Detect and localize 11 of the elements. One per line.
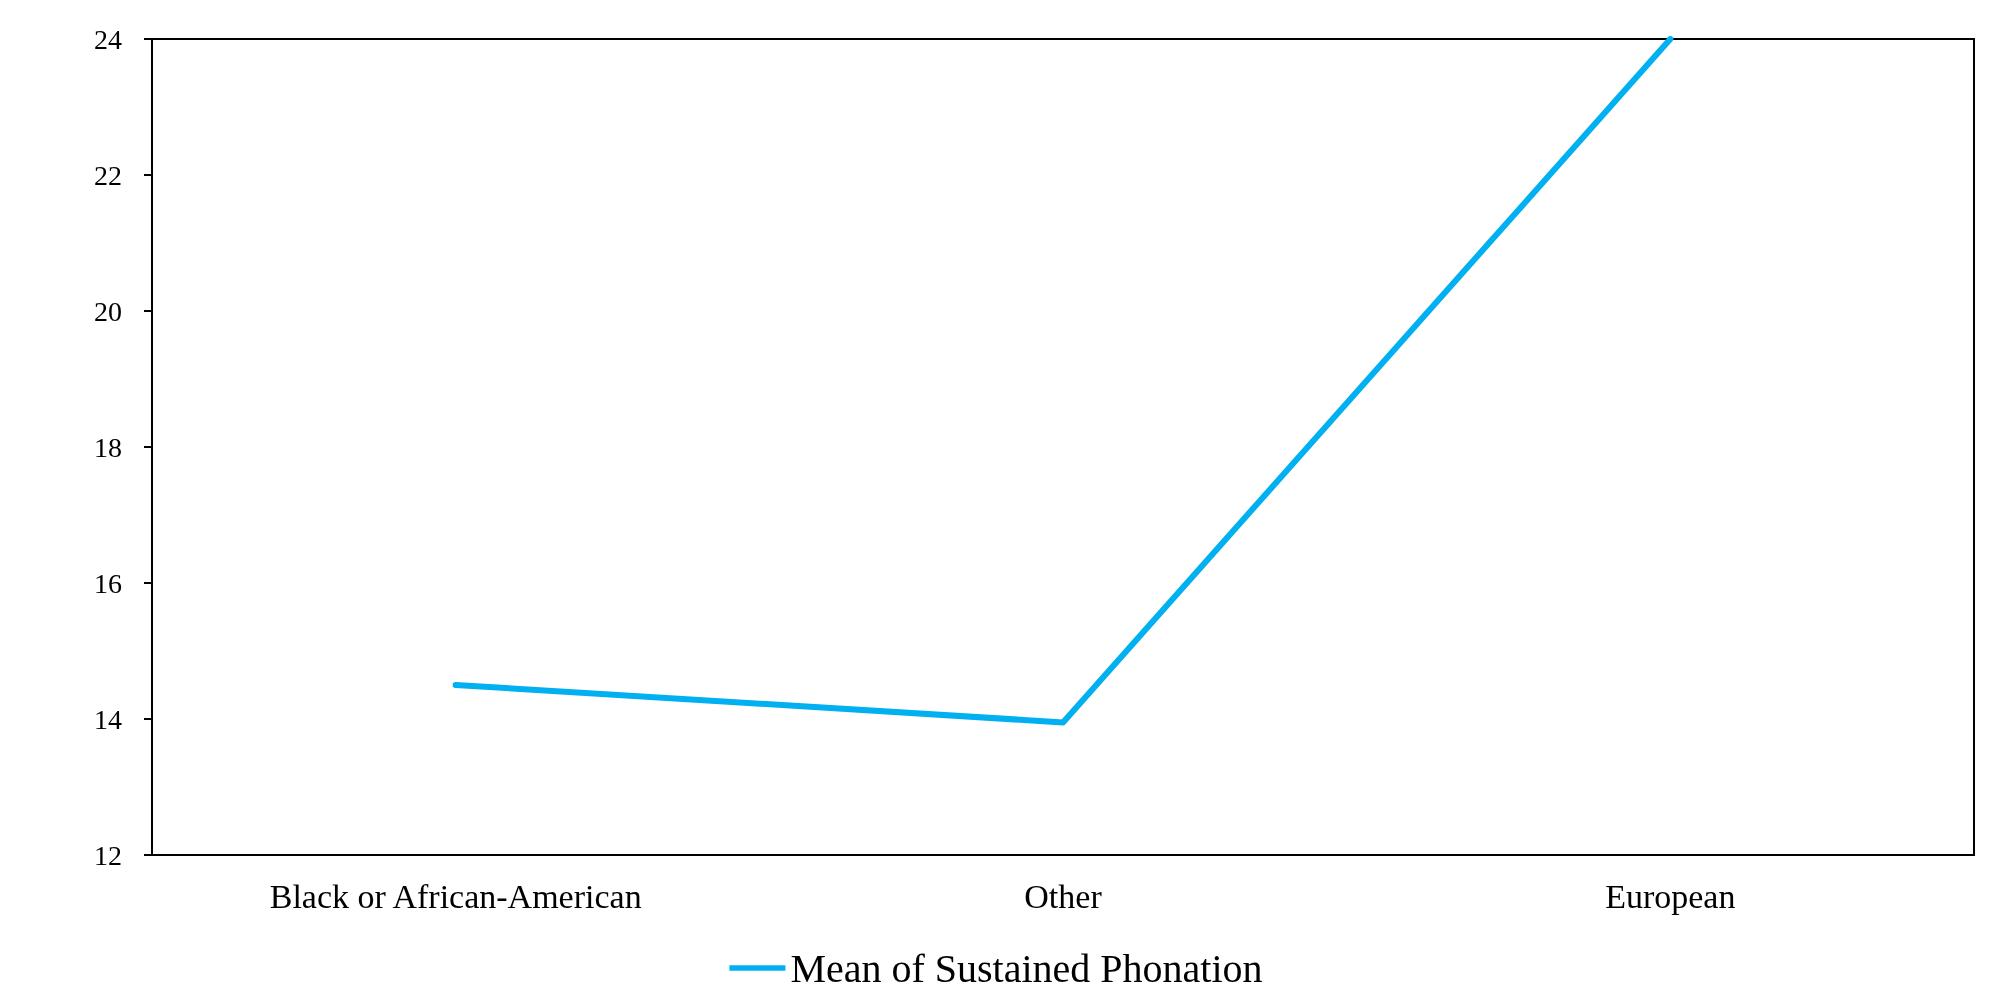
x-tick-label: Black or African-American (269, 877, 642, 915)
y-tick-label: 22 (94, 159, 122, 191)
legend-label: Mean of Sustained Phonation (790, 945, 1263, 991)
y-tick-label: 20 (94, 295, 122, 327)
x-tick-label: Other (1024, 877, 1103, 915)
y-tick-label: 14 (94, 703, 122, 735)
y-tick-label: 18 (94, 431, 122, 463)
y-tick-label: 24 (94, 23, 122, 55)
y-tick-label: 16 (94, 567, 122, 599)
y-tick-label: 12 (94, 839, 122, 871)
x-tick-label: European (1605, 877, 1736, 915)
